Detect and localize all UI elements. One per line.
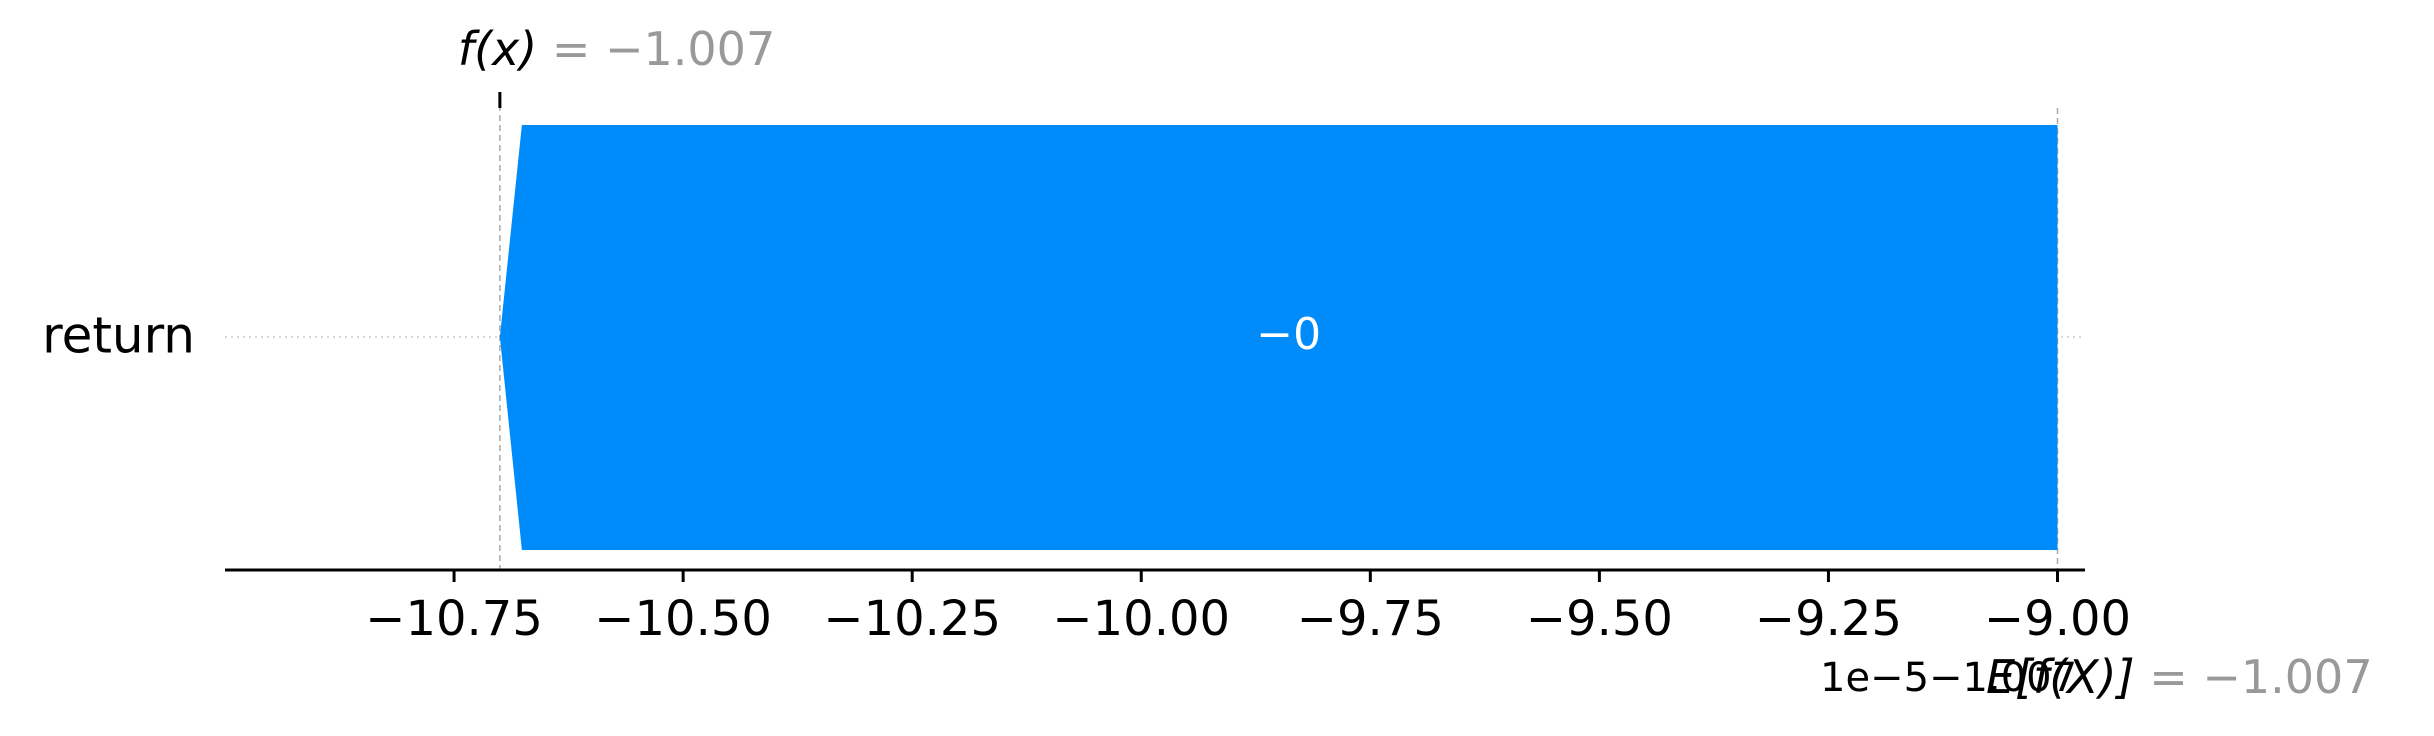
x-axis-offset-text: 1e−5−1.007 bbox=[1820, 655, 2077, 701]
efx-prefix: E[f(X)] bbox=[1986, 650, 2135, 704]
x-tick-label: −9.50 bbox=[1526, 591, 1673, 647]
x-tick-label: −10.75 bbox=[365, 591, 543, 647]
x-axis-ticks: −10.75 −10.50 −10.25 −10.00 −9.75 −9.50 −9.25 −… bbox=[365, 570, 2131, 647]
x-tick-label: −10.00 bbox=[1052, 591, 1230, 647]
x-tick-label: −10.25 bbox=[823, 591, 1001, 647]
fx-prefix: f(x) bbox=[458, 22, 537, 76]
fx-annotation: f(x) = −1.007 bbox=[458, 22, 775, 76]
x-tick-label: −9.25 bbox=[1755, 591, 1902, 647]
x-tick-label: −10.50 bbox=[594, 591, 772, 647]
y-tick-label-return: return bbox=[42, 307, 195, 365]
feature-bar-return bbox=[499, 125, 2058, 550]
efx-value: = −1.007 bbox=[2149, 650, 2372, 704]
fx-value: = −1.007 bbox=[552, 22, 775, 76]
x-tick-label: −9.75 bbox=[1297, 591, 1444, 647]
x-tick-label: −9.00 bbox=[1984, 591, 2131, 647]
bar-value-label: −0 bbox=[1256, 309, 1321, 360]
efx-annotation: E[f(X)] = −1.007 bbox=[1986, 650, 2373, 704]
